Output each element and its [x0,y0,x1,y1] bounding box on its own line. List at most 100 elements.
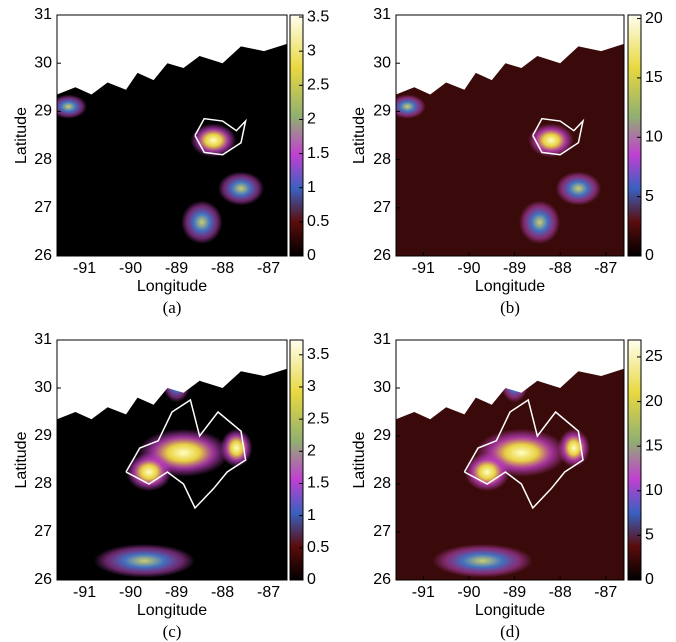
x-tick-label: -90 [457,584,480,601]
x-axis-label: Longitude [137,602,207,619]
x-tick-label: -88 [549,260,572,277]
colorbar-tick-label: 10 [645,128,663,145]
colorbar [289,339,304,581]
x-tick-label: -88 [211,260,234,277]
plot-frame [56,14,288,257]
heatmap-field [396,15,624,256]
heatmap-blob [396,94,426,119]
y-axis-label: Latitude [351,431,368,488]
heatmap-panel: -91 -90 -89 -88 -87 26 27 28 29 30 31 Longitude Lati… [351,6,663,317]
y-tick-label: 26 [373,571,391,588]
caption: (a) [163,298,182,317]
y-tick-label: 28 [373,151,391,168]
x-tick-label: -88 [549,584,572,601]
colorbar-tick-label: 0.5 [307,213,329,230]
heatmap-panel: -91 -90 -89 -88 -87262728293031LongitudeLati… [351,331,663,641]
x-tick-label: -91 [412,584,435,601]
x-tick-label: -89 [503,260,526,277]
heatmap-blob [464,452,511,492]
y-tick-label: 28 [373,475,391,492]
x-tick-label: -90 [457,260,480,277]
colorbar-tick-label: 20 [645,393,663,410]
colorbar-tick-label: 25 [645,348,663,365]
x-tick-label: -90 [119,584,142,601]
colorbar-tick-label: 15 [645,69,663,86]
y-tick-label: 28 [34,475,52,492]
y-tick-label: 30 [373,379,391,396]
x-tick-label: -88 [211,584,234,601]
x-tick-label: -91 [73,584,96,601]
y-tick-label: 31 [373,6,391,23]
y-tick-label: 30 [34,379,52,396]
y-tick-label: 27 [34,523,52,540]
colorbar-tick-label: 0 [307,571,316,588]
colorbar-tick-label: 10 [645,482,663,499]
x-tick-label: -89 [165,260,188,277]
land [57,340,287,420]
colorbar-tick-label: 2.5 [307,410,329,427]
land [396,340,624,420]
x-tick-label: -91 [73,260,96,277]
y-axis-label: Latitude [13,107,30,164]
y-tick-label: 27 [373,523,391,540]
y-tick-label: 31 [373,331,391,348]
colorbar-tick-label: 20 [645,10,663,27]
land [57,15,287,95]
colorbar [627,14,642,257]
colorbar-tick-label: 0 [645,247,654,264]
heatmap-blob [519,200,561,244]
colorbar-tick-label: 2 [307,443,316,460]
y-tick-label: 29 [373,103,391,120]
plot-frame [395,339,625,581]
contour [194,117,247,156]
y-tick-label: 26 [34,247,52,264]
heatmap-blob [126,452,172,492]
heatmap-blob [432,544,533,578]
caption: (d) [500,622,520,641]
heatmap-blob [220,428,253,468]
x-tick-label: -89 [503,584,526,601]
colorbar-tick-label: 15 [645,437,663,454]
colorbar-tick-label: 1.5 [307,475,329,492]
colorbar-tick-label: 3.5 [307,346,329,363]
heatmap-blob [557,428,590,468]
colorbar-tick-label: 1 [307,507,316,524]
y-tick-label: 30 [373,54,391,71]
contour [463,398,584,510]
y-tick-label: 27 [34,199,52,216]
colorbar-tick-label: 3 [307,378,316,395]
heatmap-blob [57,94,87,119]
heatmap-blob [181,200,223,244]
y-axis-label: Latitude [351,107,368,164]
y-tick-label: 26 [373,247,391,264]
y-tick-label: 31 [34,331,52,348]
y-tick-label: 26 [34,571,52,588]
caption: (c) [163,622,182,641]
heatmap-field [57,15,287,256]
heatmap-panel: -91 -90 -89 -88 -87262728293031LongitudeLati… [13,6,329,317]
heatmap-blob [218,171,264,206]
colorbar-tick-label: 0.5 [307,539,329,556]
y-axis-label: Latitude [13,431,30,488]
contour [125,398,247,510]
heatmap-blob [555,171,602,206]
y-tick-label: 27 [373,199,391,216]
x-axis-label: Longitude [475,278,545,295]
x-tick-label: -87 [594,260,617,277]
colorbar-tick-label: 1 [307,179,316,196]
colorbar-tick-label: 2 [307,111,316,128]
x-tick-label: -89 [165,584,188,601]
y-tick-label: 29 [34,103,52,120]
x-tick-label: -87 [257,260,280,277]
heatmap-field [396,340,624,580]
y-tick-label: 29 [373,427,391,444]
colorbar-tick-label: 0 [645,571,654,588]
y-tick-label: 29 [34,427,52,444]
colorbar-tick-label: 1.5 [307,145,329,162]
contour [532,117,585,156]
x-tick-label: -87 [257,584,280,601]
x-tick-label: -91 [412,260,435,277]
x-tick-label: -90 [119,260,142,277]
heatmap-field [57,340,287,580]
